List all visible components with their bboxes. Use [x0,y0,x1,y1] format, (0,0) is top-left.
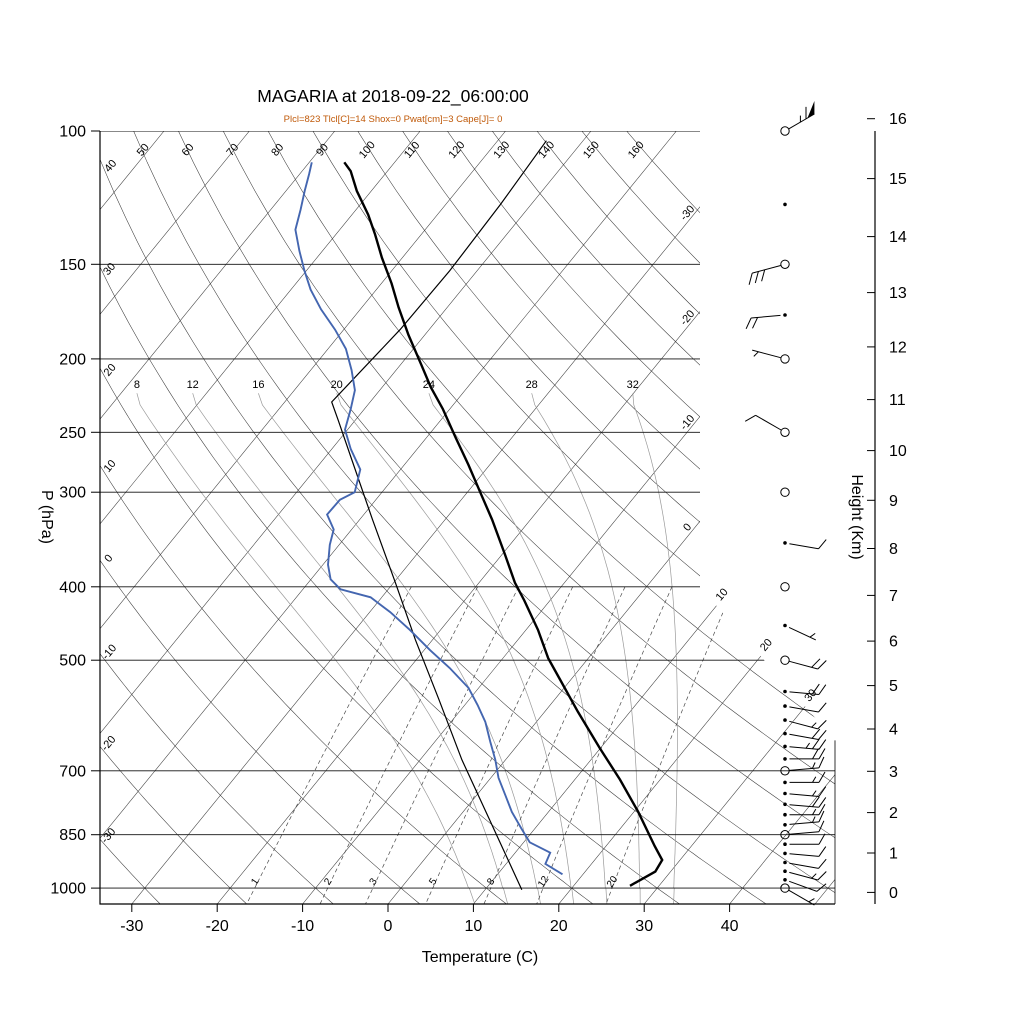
svg-text:8: 8 [485,876,497,887]
chart-subtitle: Plcl=823 Tlcl[C]=14 Shox=0 Pwat[cm]=3 Ca… [283,114,503,125]
svg-text:-30: -30 [120,918,143,935]
svg-text:20: 20 [331,379,343,391]
svg-text:32: 32 [627,379,639,391]
mixing-ratio-lines [246,586,735,904]
chart-title: MAGARIA at 2018-09-22_06:00:00 [257,86,529,106]
svg-text:200: 200 [59,351,86,368]
svg-text:8: 8 [889,541,898,558]
svg-text:160: 160 [626,139,647,161]
temperature-axis: -30 -20 -10 0 10 20 30 40 [120,904,739,935]
temperature-curve [343,161,664,887]
svg-text:-10: -10 [100,642,119,662]
svg-text:120: 120 [447,139,468,161]
svg-text:850: 850 [59,827,86,844]
svg-text:40: 40 [102,158,119,175]
svg-text:90: 90 [314,142,331,159]
svg-text:110: 110 [402,139,422,160]
svg-text:300: 300 [59,485,86,502]
svg-text:100: 100 [59,124,86,141]
svg-text:0: 0 [384,918,393,935]
svg-text:30: 30 [101,261,118,278]
svg-text:12: 12 [536,874,552,890]
svg-text:-20: -20 [678,308,697,328]
height-axis-label: Height (Km) [848,474,865,559]
pressure-gridlines [100,131,835,889]
plot-border [99,131,836,905]
svg-text:10: 10 [889,443,907,460]
isotherm-labels: -30 -20 -10 0 10 20 30 [678,203,819,704]
svg-text:400: 400 [59,579,86,596]
svg-text:30: 30 [802,687,819,704]
svg-text:2: 2 [889,805,898,822]
isotherm-lines [100,131,835,904]
svg-text:9: 9 [889,493,898,510]
svg-text:14: 14 [889,229,907,246]
svg-text:11: 11 [889,392,906,409]
svg-text:16: 16 [889,111,907,128]
svg-text:40: 40 [721,918,739,935]
wind-barbs [744,101,827,906]
dry-adiabat-lines [100,131,835,904]
svg-text:0: 0 [889,885,898,902]
svg-text:6: 6 [889,634,898,651]
svg-text:500: 500 [59,653,86,670]
svg-text:5: 5 [427,876,439,887]
svg-text:10: 10 [465,918,483,935]
svg-text:150: 150 [581,139,602,161]
svg-text:12: 12 [889,339,907,356]
pressure-axis: 100 150 200 250 300 400 500 700 850 1000 [50,124,100,898]
sounding-curves [294,140,664,890]
svg-text:250: 250 [59,425,86,442]
moist-adiabat-lines [136,393,678,904]
svg-text:-30: -30 [99,826,118,846]
svg-text:3: 3 [889,764,898,781]
svg-text:28: 28 [526,379,538,391]
temperature-axis-label: Temperature (C) [422,949,538,966]
svg-text:13: 13 [889,285,907,302]
svg-text:0: 0 [681,521,694,533]
svg-text:50: 50 [135,142,152,159]
svg-text:8: 8 [134,379,140,391]
svg-text:20: 20 [550,918,568,935]
pressure-axis-label: P (hPa) [38,490,55,544]
dewpoint-curve [294,162,563,876]
svg-text:4: 4 [889,722,898,739]
svg-text:16: 16 [252,379,264,391]
svg-text:80: 80 [269,142,286,159]
mixing-ratio-labels: 1 2 3 5 8 12 20 [249,874,620,890]
svg-text:700: 700 [59,763,86,780]
svg-text:1000: 1000 [50,881,86,898]
svg-text:12: 12 [187,379,199,391]
svg-text:7: 7 [889,588,898,605]
svg-text:10: 10 [714,586,731,603]
svg-text:15: 15 [889,171,907,188]
skewt-background [100,131,835,904]
svg-text:150: 150 [59,257,86,274]
svg-text:-30: -30 [678,203,697,223]
svg-text:1: 1 [889,846,898,863]
svg-text:20: 20 [758,637,775,654]
svg-text:20: 20 [605,874,621,890]
svg-text:0: 0 [102,552,115,564]
svg-text:-10: -10 [678,413,697,433]
parcel-curve [331,140,547,890]
svg-text:130: 130 [491,139,512,161]
svg-text:1: 1 [249,876,261,887]
svg-text:-20: -20 [206,918,229,935]
svg-text:3: 3 [368,876,380,887]
svg-text:60: 60 [180,142,197,159]
svg-text:5: 5 [889,678,898,695]
svg-text:-10: -10 [291,918,314,935]
svg-text:-20: -20 [99,734,118,754]
svg-text:30: 30 [635,918,653,935]
svg-text:2: 2 [322,876,334,887]
